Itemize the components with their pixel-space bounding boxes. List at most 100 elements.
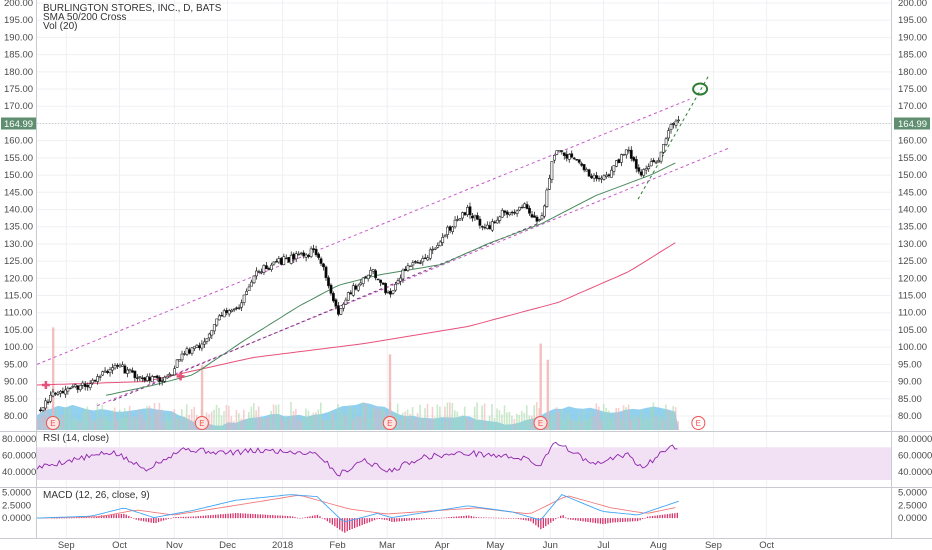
candle-body bbox=[198, 345, 201, 349]
macd-histogram-bar bbox=[560, 515, 562, 519]
candle-body bbox=[279, 257, 283, 265]
time-tick-label: Feb bbox=[329, 540, 345, 550]
candle-body bbox=[255, 270, 258, 277]
volume-bar bbox=[600, 420, 603, 430]
candle-body bbox=[349, 292, 353, 295]
macd-histogram-bar bbox=[239, 513, 242, 519]
volume-bar bbox=[131, 417, 133, 430]
volume-bar bbox=[399, 418, 401, 430]
candle-body bbox=[557, 150, 561, 153]
macd-histogram-bar bbox=[81, 517, 83, 519]
price-tick-label-left: 155.00 bbox=[4, 153, 33, 164]
candle-body bbox=[403, 268, 407, 271]
earnings-marker[interactable]: E bbox=[691, 416, 706, 430]
volume-bar bbox=[568, 413, 570, 430]
volume-bar bbox=[647, 418, 650, 430]
earnings-marker[interactable]: E bbox=[194, 416, 209, 430]
volume-bar bbox=[121, 417, 123, 430]
candle-body bbox=[53, 393, 57, 395]
earnings-marker-circle[interactable] bbox=[533, 416, 548, 430]
candle-body bbox=[222, 310, 226, 318]
volume-bar bbox=[163, 421, 166, 430]
macd-histogram-bar bbox=[495, 517, 497, 519]
macd-histogram-bar bbox=[383, 518, 386, 520]
candle-body bbox=[453, 219, 457, 228]
candle-body bbox=[359, 282, 363, 285]
volume-bar bbox=[61, 414, 64, 430]
volume-bar bbox=[362, 402, 364, 430]
volume-bar bbox=[305, 408, 307, 430]
price-tick-label-left: 190.00 bbox=[4, 32, 33, 43]
volume-bar bbox=[548, 421, 550, 430]
volume-bar bbox=[322, 419, 325, 430]
macd-histogram-bar bbox=[113, 514, 115, 519]
earnings-marker-circle[interactable] bbox=[45, 416, 60, 430]
macd-histogram-bar bbox=[232, 513, 234, 519]
macd-histogram-bar bbox=[376, 518, 378, 520]
volume-bar bbox=[166, 414, 168, 430]
candle-body bbox=[64, 389, 67, 395]
macd-histogram-bar bbox=[401, 518, 403, 522]
volume-bar bbox=[670, 412, 672, 430]
candle-body bbox=[475, 215, 479, 220]
candle-body bbox=[617, 159, 621, 164]
earnings-marker-circle[interactable] bbox=[691, 416, 706, 430]
candle-body bbox=[401, 269, 405, 280]
volume-bar bbox=[146, 406, 148, 430]
volume-bar bbox=[468, 418, 471, 430]
candle-body bbox=[178, 359, 181, 362]
macd-histogram-bar bbox=[331, 518, 333, 525]
volume-bar bbox=[635, 414, 637, 430]
rsi-tick-label-right: 80.0000 bbox=[898, 434, 932, 445]
volume-bar bbox=[324, 419, 327, 430]
volume-bar bbox=[518, 415, 521, 430]
candle-body bbox=[659, 151, 663, 162]
time-tick-label: 2018 bbox=[272, 540, 293, 550]
volume-bar bbox=[466, 418, 468, 430]
volume-bar bbox=[650, 406, 652, 430]
macd-histogram-bar bbox=[599, 518, 602, 524]
legend-volume: Vol (20) bbox=[43, 21, 77, 32]
volume-bar bbox=[550, 414, 553, 430]
candle-body bbox=[421, 258, 425, 263]
volume-bar bbox=[602, 404, 605, 430]
macd-histogram-bar bbox=[435, 518, 438, 519]
volume-bar bbox=[267, 417, 270, 430]
volume-bar bbox=[213, 409, 215, 430]
candle-body bbox=[468, 206, 472, 216]
earnings-marker[interactable]: E bbox=[382, 416, 397, 430]
earnings-marker[interactable]: E bbox=[533, 416, 548, 430]
candle-body bbox=[624, 149, 628, 156]
candle-body bbox=[284, 257, 288, 260]
macd-histogram-bar bbox=[502, 517, 505, 519]
candle-body bbox=[71, 385, 75, 388]
macd-histogram-bar bbox=[175, 517, 177, 519]
macd-histogram-bar bbox=[510, 518, 512, 519]
candle-body bbox=[68, 387, 72, 390]
earnings-marker-circle[interactable] bbox=[194, 416, 209, 430]
macd-histogram-bar bbox=[361, 518, 363, 526]
volume-bar bbox=[637, 417, 640, 430]
volume-bar bbox=[287, 418, 290, 430]
macd-histogram-bar bbox=[448, 517, 450, 519]
candle-body bbox=[289, 254, 293, 264]
price-tick-label-right: 195.00 bbox=[898, 15, 927, 26]
earnings-marker[interactable]: E bbox=[45, 416, 60, 430]
macd-histogram-bar bbox=[520, 518, 522, 520]
candle-body bbox=[153, 376, 157, 378]
macd-histogram-bar bbox=[51, 517, 53, 519]
candle-body bbox=[647, 166, 651, 169]
volume-bar bbox=[459, 416, 461, 430]
earnings-marker-circle[interactable] bbox=[382, 416, 397, 430]
candle-body bbox=[637, 167, 641, 172]
volume-bar bbox=[665, 404, 667, 430]
volume-bar bbox=[615, 408, 617, 430]
price-target-circle[interactable] bbox=[692, 82, 709, 96]
volume-bar bbox=[488, 415, 491, 430]
candle-body bbox=[540, 215, 544, 220]
macd-histogram-bar bbox=[252, 514, 254, 519]
candle-body bbox=[518, 206, 522, 211]
last-price-label-left: 164.99 bbox=[4, 119, 33, 130]
macd-histogram-bar bbox=[490, 517, 492, 519]
